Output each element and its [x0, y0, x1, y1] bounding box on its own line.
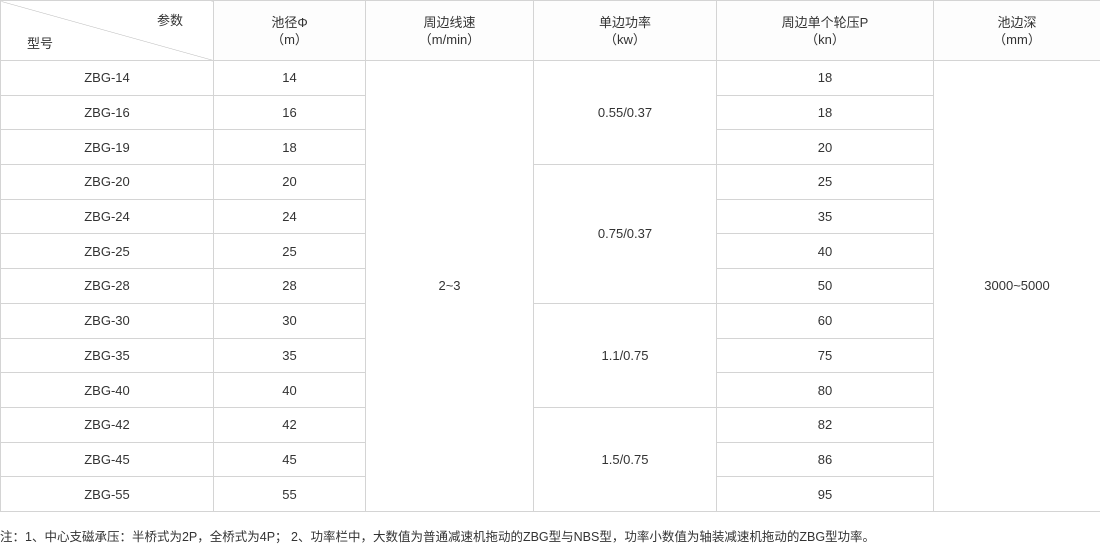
col-unit: （m/min） [366, 31, 533, 48]
load-cell: 80 [717, 373, 934, 408]
col-name: 单边功率 [534, 14, 716, 31]
load-cell: 95 [717, 477, 934, 512]
model-cell: ZBG-45 [1, 442, 214, 477]
speed-cell: 2~3 [366, 61, 534, 512]
corner-header: 参数 型号 [1, 1, 214, 61]
col-unit: （mm） [934, 31, 1100, 48]
load-cell: 40 [717, 234, 934, 269]
diameter-cell: 28 [214, 269, 366, 304]
depth-cell: 3000~5000 [934, 61, 1100, 512]
diameter-cell: 14 [214, 61, 366, 96]
model-cell: ZBG-16 [1, 95, 214, 130]
load-cell: 50 [717, 269, 934, 304]
col-header-load: 周边单个轮压P（kn） [717, 1, 934, 61]
model-cell: ZBG-30 [1, 303, 214, 338]
col-header-depth: 池边深（mm） [934, 1, 1100, 61]
model-cell: ZBG-35 [1, 338, 214, 373]
load-cell: 25 [717, 165, 934, 200]
col-header-diameter: 池径Φ（m） [214, 1, 366, 61]
footnote: 注：1、中心支磁承压：半桥式为2P，全桥式为4P； 2、功率栏中，大数值为普通减… [0, 526, 875, 545]
power-cell: 1.5/0.75 [534, 407, 717, 511]
power-cell: 0.75/0.37 [534, 165, 717, 304]
model-label: 型号 [27, 35, 53, 52]
model-cell: ZBG-40 [1, 373, 214, 408]
diameter-cell: 24 [214, 199, 366, 234]
diameter-cell: 20 [214, 165, 366, 200]
model-cell: ZBG-42 [1, 407, 214, 442]
model-cell: ZBG-25 [1, 234, 214, 269]
diameter-cell: 25 [214, 234, 366, 269]
load-cell: 82 [717, 407, 934, 442]
model-cell: ZBG-55 [1, 477, 214, 512]
col-name: 池径Φ [214, 14, 365, 31]
model-cell: ZBG-14 [1, 61, 214, 96]
spec-table: 参数 型号 池径Φ（m） 周边线速（m/min） 单边功率（kw） 周边单个轮压… [0, 0, 1100, 512]
load-cell: 60 [717, 303, 934, 338]
diameter-cell: 30 [214, 303, 366, 338]
diameter-cell: 35 [214, 338, 366, 373]
col-header-power: 单边功率（kw） [534, 1, 717, 61]
col-unit: （kn） [717, 31, 933, 48]
diameter-cell: 40 [214, 373, 366, 408]
power-cell: 0.55/0.37 [534, 61, 717, 165]
diameter-cell: 45 [214, 442, 366, 477]
col-name: 周边线速 [366, 14, 533, 31]
model-cell: ZBG-24 [1, 199, 214, 234]
model-cell: ZBG-20 [1, 165, 214, 200]
header-row: 参数 型号 池径Φ（m） 周边线速（m/min） 单边功率（kw） 周边单个轮压… [1, 1, 1100, 61]
diameter-cell: 55 [214, 477, 366, 512]
load-cell: 20 [717, 130, 934, 165]
diameter-cell: 42 [214, 407, 366, 442]
model-cell: ZBG-19 [1, 130, 214, 165]
load-cell: 18 [717, 61, 934, 96]
model-cell: ZBG-28 [1, 269, 214, 304]
load-cell: 75 [717, 338, 934, 373]
col-unit: （kw） [534, 31, 716, 48]
col-name: 周边单个轮压P [717, 14, 933, 31]
col-unit: （m） [214, 31, 365, 48]
load-cell: 35 [717, 199, 934, 234]
load-cell: 86 [717, 442, 934, 477]
col-header-speed: 周边线速（m/min） [366, 1, 534, 61]
param-label: 参数 [157, 12, 183, 29]
col-name: 池边深 [934, 14, 1100, 31]
power-cell: 1.1/0.75 [534, 303, 717, 407]
load-cell: 18 [717, 95, 934, 130]
diameter-cell: 16 [214, 95, 366, 130]
diameter-cell: 18 [214, 130, 366, 165]
